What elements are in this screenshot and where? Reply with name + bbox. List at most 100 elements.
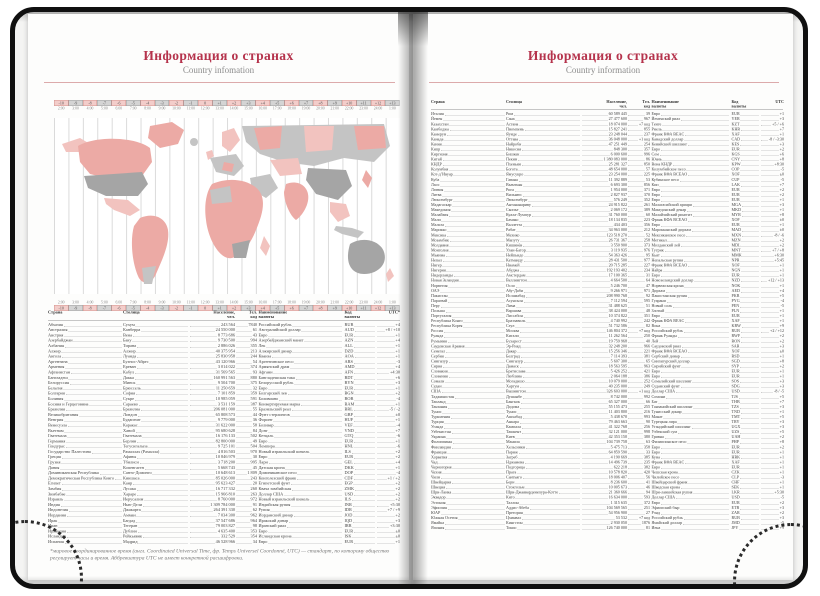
row-cell: -4: [376, 396, 400, 401]
timezone-time-label: 13:00: [215, 106, 224, 111]
row-cell: Душанбе: [506, 394, 581, 399]
row-cell: 591: [235, 396, 257, 401]
row-cell: 243 564: [189, 322, 235, 327]
row-cell: 8 236 600: [581, 480, 627, 485]
table-row: Словения Любляна 2 064 188 386 Евро EUR +1: [431, 374, 784, 379]
row-cell: Российский рубль: [650, 329, 730, 333]
row-cell: 208 990 768: [581, 293, 627, 298]
col-currency-code: Код валюты: [731, 99, 747, 109]
row-cell: 64: [627, 278, 650, 283]
row-cell: Претория: [506, 510, 581, 515]
row-cell: Бельгия: [48, 385, 123, 390]
row-cell: 4 740 992: [581, 319, 627, 323]
row-cell: Пхеньян: [506, 162, 581, 167]
row-cell: 36 048 000: [581, 137, 627, 141]
row-cell: 40 235 000: [581, 384, 627, 389]
row-cell: Кетцаль: [257, 433, 343, 438]
row-cell: 5 426 252: [581, 369, 627, 374]
row-cell: +6: [760, 152, 784, 157]
row-cell: 962: [235, 513, 257, 518]
table-row: Россия Москва 146 804 372 +7 код Российский …: [431, 328, 784, 334]
row-cell: -6: [376, 444, 400, 449]
row-cell: 10 985 059: [189, 396, 235, 401]
row-cell: +1: [760, 268, 784, 273]
row-cell: Дания: [48, 465, 123, 470]
row-cell: 82 800 000: [189, 438, 235, 443]
row-cell: 34 963 000: [581, 228, 627, 232]
row-cell: 256: [627, 425, 650, 429]
row-cell: PYG: [730, 298, 760, 303]
row-cell: +1: [760, 112, 784, 116]
row-cell: +1: [376, 343, 400, 348]
row-cell: Замбия: [48, 486, 123, 491]
row-cell: MGA: [730, 203, 760, 207]
col-capital: Столица: [123, 309, 140, 315]
row-cell: XAF: [730, 460, 760, 464]
row-cell: +1: [760, 465, 784, 469]
row-cell: +4: [376, 322, 400, 327]
row-cell: ±0: [760, 228, 784, 232]
row-cell: +7: [760, 399, 784, 404]
row-cell: RWF: [730, 334, 760, 338]
row-cell: +7: [376, 428, 400, 433]
row-cell: +1: [760, 369, 784, 374]
table-row: Мальта Валлетта 434 403 356 Евро EUR +1: [431, 222, 784, 228]
row-cell: Гривна: [650, 435, 730, 439]
table-row: Чили Сантьяго 18 006 407 56 Чилийское песо CL…: [431, 474, 784, 480]
timezone-time-label: 21:00: [330, 106, 340, 111]
row-cell: +3: [760, 425, 784, 429]
row-cell: AOA: [343, 354, 376, 359]
row-cell: Мехико: [506, 233, 581, 237]
row-cell: USD: [343, 491, 376, 496]
row-cell: Подгорица: [506, 465, 581, 469]
timezone-time-label: 3:00: [72, 300, 79, 305]
table-row: Швеция Стокгольм 10 005 673 46 Шведская крон…: [431, 485, 784, 490]
row-cell: 1 315 635: [581, 500, 627, 505]
row-cell: KHR: [730, 127, 760, 131]
row-cell: 976: [627, 248, 650, 252]
row-cell: Франк КФА BEAC: [650, 319, 730, 323]
row-cell: 16 634 000: [581, 495, 627, 500]
row-cell: 104 739 758: [581, 440, 627, 444]
table-row: Таджикистан Душанбе 8 742 000 992 Сомони TJS +…: [431, 394, 784, 399]
row-cell: 66: [627, 399, 650, 404]
row-cell: Сингапур: [431, 359, 506, 363]
row-cell: DOP: [343, 470, 376, 475]
row-cell: EUR: [730, 450, 760, 454]
row-cell: Датская крона: [257, 465, 343, 470]
row-cell: +1: [760, 308, 784, 313]
row-cell: Таджикистан: [431, 394, 506, 399]
row-cell: JMD: [730, 520, 760, 525]
row-cell: Мали: [431, 218, 506, 222]
row-cell: Грузия: [48, 460, 123, 465]
row-cell: Черногория: [431, 465, 506, 469]
table-row: Болгария София 7 101 859 359 Болгарский лев B…: [48, 390, 400, 396]
row-cell: Ташкент: [506, 430, 581, 434]
row-cell: Индия: [48, 502, 123, 507]
row-cell: Казахстан: [431, 122, 506, 126]
row-cell: Кот-д’Ивуар: [431, 172, 506, 177]
row-cell: Угандийский шиллинг: [650, 425, 730, 429]
row-cell: +5:30: [376, 502, 400, 507]
row-cell: Берлин: [123, 438, 189, 443]
row-cell: Евро: [650, 273, 730, 278]
row-cell: 381: [627, 354, 650, 358]
row-cell: Мальта: [431, 223, 506, 227]
row-cell: YER: [730, 117, 760, 121]
row-cell: Бангкок: [506, 399, 581, 404]
row-cell: Абхазия: [48, 322, 123, 327]
row-cell: 995: [235, 460, 257, 465]
table-row: ЮАР Претория 54 956 900 27 Рэнд ZAR +2: [431, 510, 784, 515]
row-cell: Новая Зеландия: [431, 278, 506, 283]
table-row: Эквадор Кито 16 634 000 593 Доллар США USD -5: [431, 495, 784, 500]
utc-offset-cell: -9: [68, 305, 83, 311]
row-cell: Нигерия: [431, 268, 506, 273]
timezone-time-label: 11:00: [186, 300, 195, 305]
row-cell: +2: [760, 147, 784, 151]
row-cell: Тенге: [650, 122, 730, 126]
row-cell: Тирана: [123, 343, 189, 348]
row-cell: 998: [627, 430, 650, 434]
row-cell: 17 100 365: [581, 273, 627, 278]
row-cell: +9: [760, 324, 784, 328]
row-cell: 31 760 000: [581, 213, 627, 217]
